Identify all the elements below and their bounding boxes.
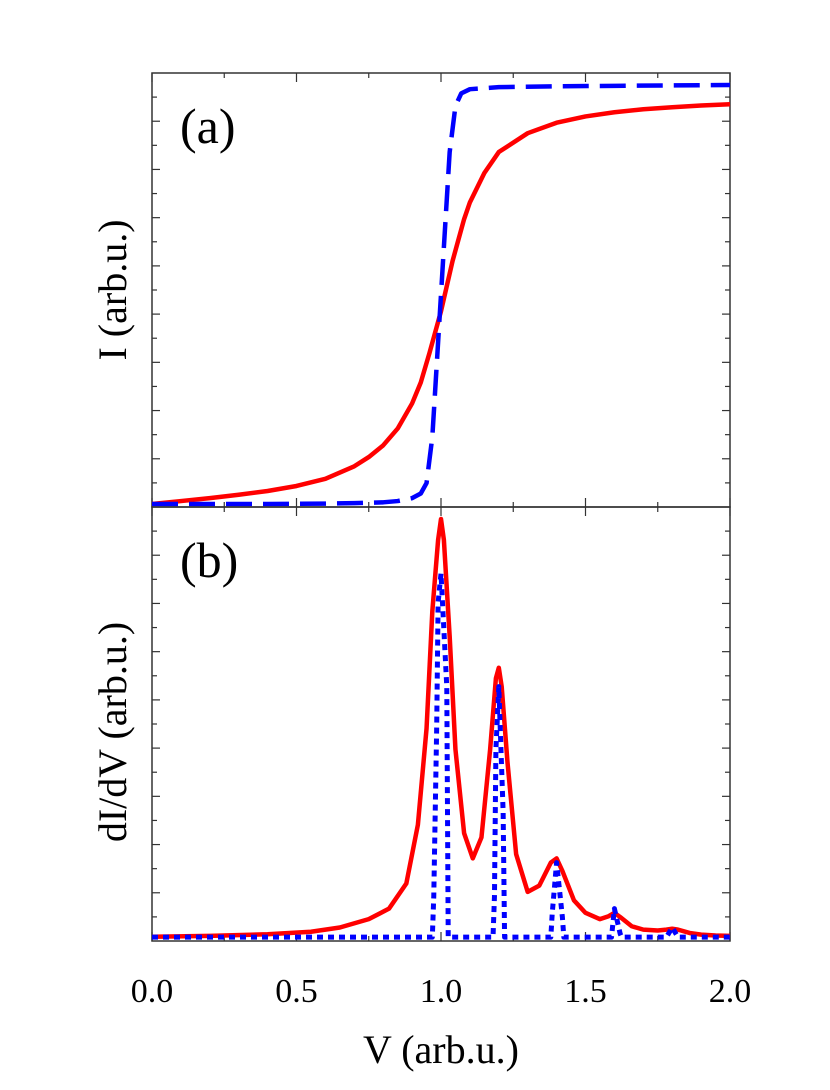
panel-a-curves bbox=[151, 82, 731, 507]
panel-b-curves bbox=[151, 516, 731, 940]
x-tick-label: 1.5 bbox=[564, 973, 607, 1010]
x-tick-labels: 0.0 0.5 1.0 1.5 2.0 bbox=[131, 973, 752, 1010]
panel-a-current: (a) I (arb.u.) bbox=[90, 72, 731, 508]
x-tick-label: 1.0 bbox=[420, 973, 463, 1010]
x-tick-label: 0.0 bbox=[131, 973, 174, 1010]
panel-b-series-dotted-line bbox=[152, 570, 730, 940]
panel-b-conductance: (b) dI/dV (arb.u.) 0.0 0.5 1.0 1.5 2.0 V (ar… bbox=[90, 506, 752, 1072]
panel-a-y-axis-label: I (arb.u.) bbox=[90, 219, 135, 360]
panel-a-frame bbox=[151, 72, 731, 508]
panel-b-series-solid-line bbox=[151, 516, 731, 939]
panel-b-ticks bbox=[151, 507, 731, 941]
panel-a-label: (a) bbox=[180, 98, 236, 154]
x-tick-label: 0.5 bbox=[275, 973, 318, 1010]
x-tick-label: 2.0 bbox=[709, 973, 752, 1010]
panel-b-y-axis-label: dI/dV (arb.u.) bbox=[90, 622, 135, 842]
panel-a-ticks bbox=[151, 73, 731, 507]
panel-b-label: (b) bbox=[180, 532, 238, 588]
panel-a-series-dashed-line bbox=[152, 82, 731, 507]
panel-b-frame bbox=[151, 506, 731, 942]
x-axis-label: V (arb.u.) bbox=[363, 1027, 519, 1072]
